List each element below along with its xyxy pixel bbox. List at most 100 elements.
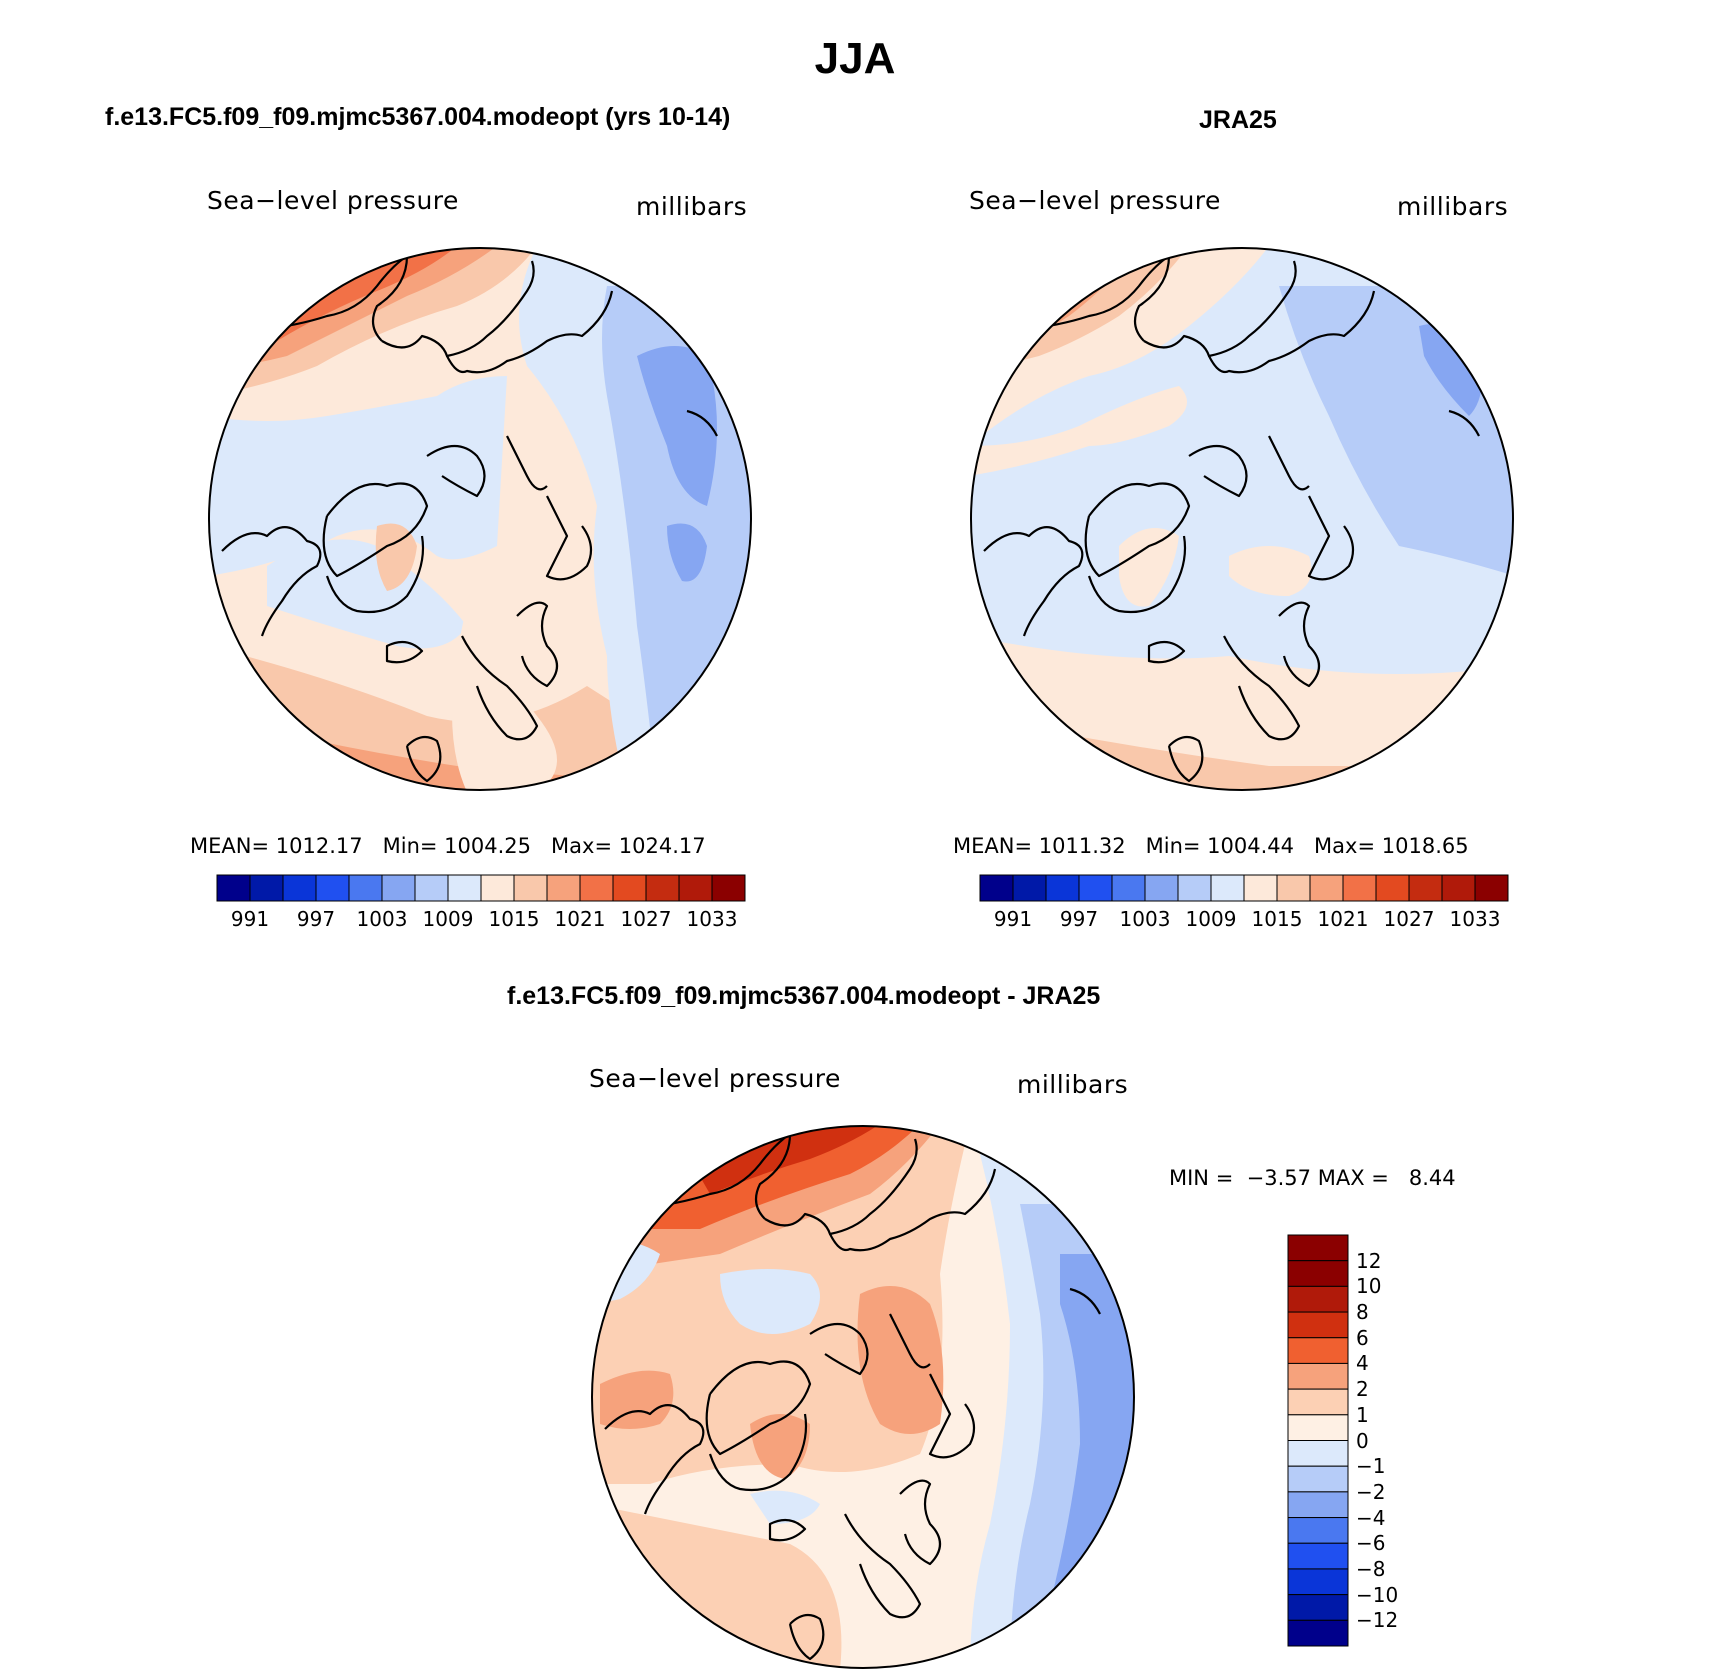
obs-colorbar-box: [1474, 874, 1509, 902]
model-polar-map: [208, 247, 752, 791]
model-colorbar-tick-label: 1027: [620, 907, 672, 931]
diff-colorbar: [1287, 1234, 1349, 1647]
model-mean-label: MEAN=: [190, 834, 270, 858]
diff-colorbar-box: [1287, 1260, 1349, 1287]
diff-min-label: MIN =: [1169, 1166, 1234, 1190]
model-colorbar-tick-label: 1015: [488, 907, 540, 931]
obs-max-value: 1018.65: [1381, 834, 1469, 858]
obs-colorbar-box: [1144, 874, 1179, 902]
model-colorbar-box: [381, 874, 416, 902]
diff-variable-label: Sea−level pressure: [589, 1064, 841, 1093]
obs-colorbar-tick-label: 997: [1059, 907, 1099, 931]
obs-colorbar-ticks: 991 997 1003 1009 1015 1021 1027 1033: [980, 907, 1508, 933]
obs-mean-label: MEAN=: [953, 834, 1033, 858]
diff-colorbar-box: [1287, 1517, 1349, 1544]
obs-max-label: Max=: [1314, 834, 1376, 858]
obs-colorbar-tick-label: 991: [993, 907, 1033, 931]
diff-colorbar-tick-label: −1: [1356, 1454, 1386, 1479]
diff-colorbar-tick-label: 0: [1356, 1428, 1369, 1453]
model-colorbar-tick-label: 991: [230, 907, 270, 931]
model-colorbar-tick-label: 997: [296, 907, 336, 931]
model-variable-label: Sea−level pressure: [207, 186, 459, 215]
obs-stats: MEAN= 1011.32 Min= 1004.44 Max= 1018.65: [953, 834, 1469, 858]
obs-colorbar-tick-label: 1003: [1119, 907, 1171, 931]
obs-colorbar-box: [979, 874, 1014, 902]
diff-colorbar-tick-label: −4: [1356, 1505, 1386, 1530]
diff-colorbar-tick-label: 12: [1356, 1248, 1382, 1273]
diff-colorbar-tick-label: −2: [1356, 1479, 1386, 1504]
model-max-value: 1024.17: [618, 834, 706, 858]
diff-colorbar-ticks: 12 10 8 6 4 2 1 0 −1 −2 −4 −6 −8 −10 −12: [1356, 1234, 1416, 1647]
model-mean-value: 1012.17: [275, 834, 363, 858]
main-title: JJA: [814, 34, 896, 83]
obs-colorbar-box: [1045, 874, 1080, 902]
model-colorbar: [216, 874, 746, 902]
diff-colorbar-box: [1287, 1542, 1349, 1570]
model-colorbar-box: [546, 874, 581, 902]
obs-min-value: 1004.44: [1207, 834, 1295, 858]
diff-colorbar-box: [1287, 1440, 1349, 1467]
obs-colorbar-tick-label: 1027: [1383, 907, 1435, 931]
model-stats: MEAN= 1012.17 Min= 1004.25 Max= 1024.17: [190, 834, 706, 858]
diff-colorbar-box: [1287, 1311, 1349, 1339]
obs-colorbar-box: [1276, 874, 1311, 902]
obs-colorbar-box: [1375, 874, 1410, 902]
model-colorbar-box: [249, 874, 284, 902]
obs-colorbar-box: [1210, 874, 1245, 902]
diff-colorbar-box: [1287, 1568, 1349, 1596]
obs-colorbar-box: [1309, 874, 1344, 902]
obs-min-label: Min=: [1145, 834, 1201, 858]
model-colorbar-tick-label: 1009: [422, 907, 474, 931]
model-colorbar-box: [447, 874, 482, 902]
obs-variable-label: Sea−level pressure: [969, 186, 1221, 215]
diff-colorbar-box: [1287, 1362, 1349, 1390]
diff-stats: MIN = −3.57 MAX = 8.44: [1169, 1166, 1456, 1190]
obs-colorbar-tick-label: 1009: [1185, 907, 1237, 931]
model-colorbar-box: [315, 874, 350, 902]
diff-colorbar-tick-label: 2: [1356, 1377, 1369, 1402]
diff-colorbar-tick-label: 6: [1356, 1325, 1369, 1350]
diff-colorbar-box: [1287, 1337, 1349, 1364]
model-colorbar-box: [282, 874, 317, 902]
model-colorbar-tick-label: 1033: [686, 907, 738, 931]
obs-colorbar-box: [1078, 874, 1113, 902]
diff-colorbar-tick-label: 1: [1356, 1402, 1369, 1427]
obs-colorbar-box: [1177, 874, 1212, 902]
obs-colorbar-box: [1342, 874, 1377, 902]
diff-colorbar-tick-label: −8: [1356, 1556, 1386, 1581]
model-colorbar-box: [678, 874, 713, 902]
diff-colorbar-box: [1287, 1465, 1349, 1493]
obs-colorbar-tick-label: 1015: [1251, 907, 1303, 931]
model-max-label: Max=: [551, 834, 613, 858]
diff-colorbar-tick-label: 4: [1356, 1351, 1369, 1376]
diff-max-value: 8.44: [1408, 1166, 1456, 1190]
obs-colorbar-box: [1408, 874, 1443, 902]
obs-panel-title: JRA25: [1199, 106, 1277, 134]
model-units-label: millibars: [636, 192, 748, 221]
model-colorbar-tick-label: 1021: [554, 907, 606, 931]
diff-colorbar-box: [1287, 1619, 1349, 1647]
obs-colorbar-tick-label: 1021: [1317, 907, 1369, 931]
model-colorbar-box: [216, 874, 251, 902]
model-colorbar-box: [480, 874, 515, 902]
diff-colorbar-box: [1287, 1285, 1349, 1313]
diff-colorbar-box: [1287, 1234, 1349, 1262]
obs-colorbar-tick-label: 1033: [1449, 907, 1501, 931]
diff-units-label: millibars: [1017, 1070, 1129, 1099]
diff-min-value: −3.57: [1246, 1166, 1312, 1190]
obs-colorbar: [979, 874, 1509, 902]
diff-colorbar-box: [1287, 1594, 1349, 1621]
obs-polar-map: [970, 247, 1514, 791]
diff-colorbar-tick-label: −12: [1356, 1608, 1399, 1633]
model-colorbar-box: [348, 874, 383, 902]
model-colorbar-box: [579, 874, 614, 902]
diff-polar-map: [591, 1125, 1135, 1669]
model-colorbar-ticks: 991 997 1003 1009 1015 1021 1027 1033: [217, 907, 745, 933]
obs-mean-value: 1011.32: [1038, 834, 1126, 858]
model-min-label: Min=: [382, 834, 438, 858]
diff-panel-title: f.e13.FC5.f09_f09.mjmc5367.004.modeopt -…: [507, 982, 1101, 1010]
model-colorbar-box: [513, 874, 548, 902]
model-colorbar-box: [414, 874, 449, 902]
obs-colorbar-box: [1441, 874, 1476, 902]
obs-colorbar-box: [1243, 874, 1278, 902]
